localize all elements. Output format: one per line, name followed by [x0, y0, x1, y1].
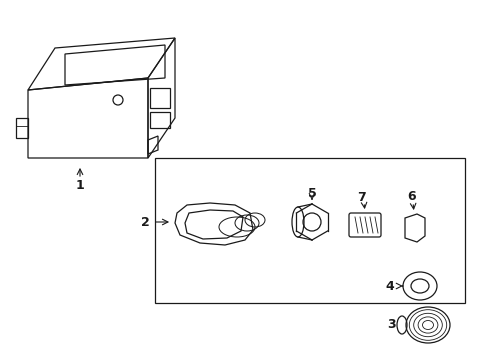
- Text: 5: 5: [307, 186, 316, 199]
- Text: 1: 1: [76, 179, 84, 192]
- Text: 7: 7: [357, 190, 366, 203]
- Text: 2: 2: [141, 216, 149, 229]
- Bar: [155, 158, 464, 303]
- Text: 6: 6: [407, 189, 415, 202]
- Text: 3: 3: [387, 319, 395, 332]
- Text: 4: 4: [385, 279, 393, 292]
